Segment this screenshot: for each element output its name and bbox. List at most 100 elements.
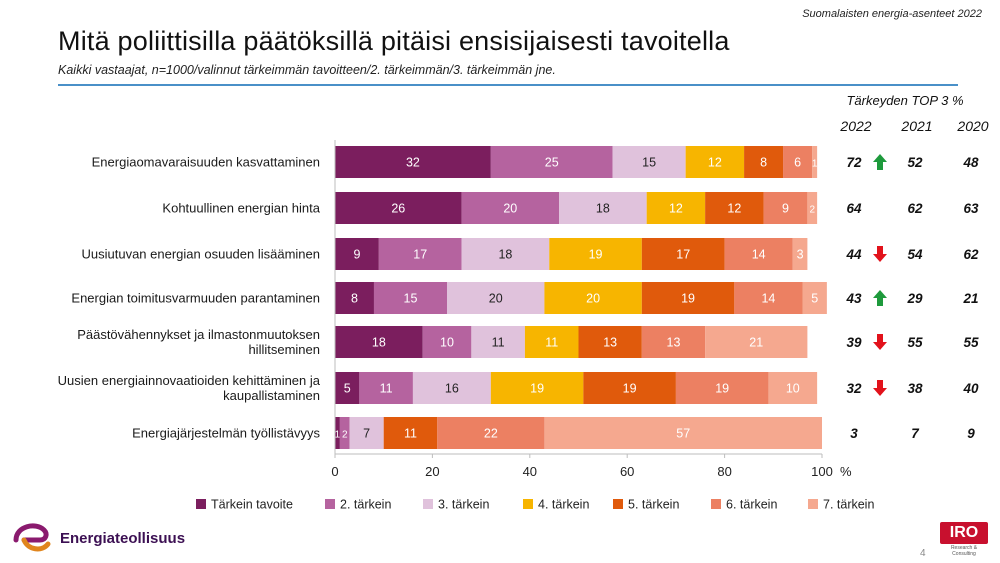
data-label: 21	[749, 336, 763, 350]
data-label: 17	[413, 248, 427, 262]
top3-value: 21	[962, 291, 978, 306]
top3-value: 55	[963, 335, 979, 350]
bar-segment	[335, 282, 374, 314]
top3-value: 54	[907, 247, 923, 262]
bar-segment	[339, 417, 350, 449]
bar-segment	[705, 192, 764, 224]
bar-segment	[763, 192, 808, 224]
top3-value: 62	[907, 201, 923, 216]
bar-segment	[646, 192, 706, 224]
bar-segment	[549, 238, 642, 270]
top3-value: 72	[846, 155, 862, 170]
x-tick-label: 40	[523, 464, 537, 479]
top3-value: 9	[967, 426, 975, 441]
bar-segment	[383, 417, 438, 449]
legend-label: 7. tärkein	[823, 498, 874, 512]
year-header-2021: 2021	[901, 118, 933, 134]
top3-value: 38	[907, 381, 923, 396]
top3-value: 39	[846, 335, 862, 350]
data-label: 9	[782, 202, 789, 216]
bar-segment	[471, 326, 525, 358]
top3-value: 48	[962, 155, 979, 170]
data-label: 11	[404, 427, 417, 441]
category-label: Uusiutuvan energian osuuden lisääminen	[82, 247, 321, 262]
data-label: 6	[794, 156, 801, 170]
legend-label: 4. tärkein	[538, 498, 589, 512]
top3-value: 43	[845, 291, 862, 306]
data-label: 19	[681, 292, 695, 306]
bar-segment	[490, 146, 613, 178]
data-label: 11	[545, 336, 558, 350]
legend-label: 3. tärkein	[438, 498, 489, 512]
legend-label: Tärkein tavoite	[211, 498, 293, 512]
x-tick-label: 80	[717, 464, 731, 479]
legend-label: 6. tärkein	[726, 498, 777, 512]
data-label: 9	[353, 248, 360, 262]
data-label: 19	[715, 382, 729, 396]
bar-segment	[422, 326, 472, 358]
bar-segment	[768, 372, 818, 404]
year-header-2022: 2022	[840, 118, 872, 134]
top3-value: 7	[911, 426, 920, 441]
bar-segment	[335, 146, 491, 178]
page-subtitle: Kaikki vastaajat, n=1000/valinnut tärkei…	[58, 63, 556, 77]
category-label: Energiaomavaraisuuden kasvattaminen	[92, 155, 320, 170]
top3-value: 64	[846, 201, 862, 216]
bar-segment	[335, 238, 379, 270]
energiateollisuus-logo: Energiateollisuus	[10, 520, 185, 556]
data-label: 15	[642, 156, 656, 170]
data-label: 12	[669, 202, 683, 216]
category-label: Kohtuullinen energian hinta	[162, 201, 320, 216]
bar-segment	[378, 238, 462, 270]
bar-segment	[675, 372, 769, 404]
x-tick-label: 60	[620, 464, 634, 479]
bar-segment	[783, 146, 813, 178]
data-label: 57	[676, 427, 690, 441]
top3-value: 32	[846, 381, 862, 396]
bar-segment	[544, 282, 642, 314]
bar-segment	[685, 146, 745, 178]
iro-logo: IRO Research & Consulting	[940, 522, 988, 557]
data-label: 18	[498, 248, 512, 262]
bar-segment	[335, 326, 423, 358]
trend-down-arrow-icon	[873, 246, 887, 262]
title-divider	[58, 84, 958, 86]
data-label: 1	[335, 430, 341, 441]
bar-segment	[544, 417, 822, 449]
data-label: 10	[786, 382, 800, 396]
category-label: Uusien energiainnovaatioiden kehittämine…	[58, 373, 321, 388]
bar-segment	[744, 146, 784, 178]
data-label: 17	[676, 248, 690, 262]
bar-segment	[812, 146, 818, 178]
data-label: 14	[761, 292, 775, 306]
data-label: 8	[351, 292, 358, 306]
category-label: kaupallistaminen	[223, 388, 320, 403]
data-label: 12	[727, 202, 741, 216]
x-tick-label: 20	[425, 464, 439, 479]
data-label: 11	[380, 382, 393, 396]
bar-segment	[641, 238, 725, 270]
x-axis-unit: %	[840, 464, 852, 479]
bar-segment	[490, 372, 584, 404]
bar-segment	[578, 326, 642, 358]
top3-value: 29	[906, 291, 923, 306]
data-label: 19	[623, 382, 637, 396]
legend-swatch	[423, 499, 433, 509]
legend-swatch	[196, 499, 206, 509]
data-label: 5	[344, 382, 351, 396]
bar-segment	[641, 326, 706, 358]
data-label: 22	[484, 427, 498, 441]
bar-segment	[583, 372, 676, 404]
top3-value: 62	[963, 247, 979, 262]
bar-segment	[641, 282, 735, 314]
data-label: 14	[752, 248, 766, 262]
top3-value: 55	[907, 335, 923, 350]
data-label: 16	[445, 382, 459, 396]
iro-logo-mark: IRO	[940, 522, 988, 544]
data-label: 25	[545, 156, 559, 170]
bar-segment	[349, 417, 384, 449]
legend-label: 2. tärkein	[340, 498, 391, 512]
bar-segment	[734, 282, 803, 314]
x-tick-label: 100	[811, 464, 833, 479]
energiateollisuus-logo-text: Energiateollisuus	[60, 529, 186, 547]
